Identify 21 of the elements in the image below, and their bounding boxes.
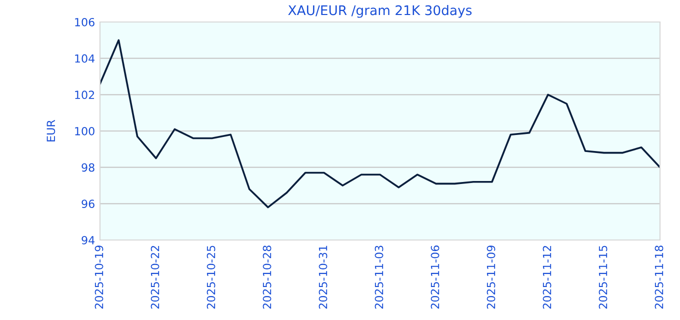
y-tick-label: 96 — [82, 200, 94, 208]
x-tick-label: 2025-11-06 — [430, 246, 440, 309]
x-tick-label: 2025-11-09 — [486, 246, 496, 309]
x-tick-label: 2025-11-15 — [598, 246, 608, 309]
chart-title: XAU/EUR /gram 21K 30days — [288, 5, 472, 18]
x-tick-label: 2025-10-31 — [318, 246, 328, 309]
y-tick-label: 100 — [75, 126, 94, 136]
x-tick-label: 2025-11-03 — [374, 246, 384, 309]
line-series — [100, 39, 660, 208]
y-tick-label: 94 — [82, 236, 95, 244]
y-tick-label: 106 — [75, 18, 94, 26]
y-tick-label: 102 — [75, 90, 94, 100]
x-tick-label: 2025-10-22 — [150, 246, 160, 309]
x-tick-label: 2025-10-28 — [262, 246, 272, 309]
x-tick-label: 2025-11-18 — [654, 246, 664, 309]
y-axis-title: EUR — [46, 120, 56, 142]
x-tick-label: 2025-11-12 — [542, 246, 552, 309]
x-tick-label: 2025-10-19 — [94, 246, 104, 309]
x-tick-label: 2025-10-25 — [206, 246, 216, 309]
y-tick-label: 104 — [75, 54, 95, 63]
y-tick-label: 98 — [82, 163, 94, 172]
